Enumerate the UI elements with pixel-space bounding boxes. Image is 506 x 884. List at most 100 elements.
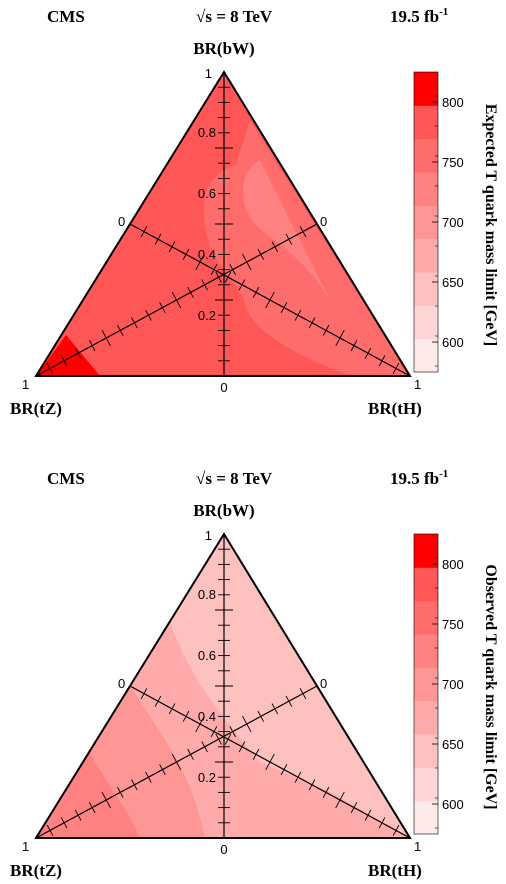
axis-tick [322, 786, 330, 798]
axis-tick [131, 317, 138, 329]
axis-tick [60, 817, 68, 829]
lumi-text: 19.5 fb [390, 469, 439, 488]
zero-bottom: 0 [220, 380, 227, 395]
axis-tick [335, 791, 345, 809]
colorbar-segment [414, 105, 438, 140]
cms-label: CMS [47, 7, 85, 26]
colorbar-tick-label: 650 [442, 275, 464, 290]
axis-tick [46, 362, 54, 374]
axis-tick [294, 771, 302, 783]
axis-tick [74, 347, 82, 359]
axis-tick [299, 688, 307, 700]
axis-tick [74, 809, 82, 821]
axis-tick [210, 726, 218, 738]
corner-number-top: 1 [205, 528, 212, 543]
z-axis-title: Expected T quark mass limit [GeV] [482, 104, 499, 347]
axis-tick [182, 710, 190, 722]
axis-tick [350, 802, 358, 814]
axis-tick [229, 264, 236, 276]
colorbar-segment [414, 172, 438, 206]
axis-tick [215, 733, 222, 745]
axis-tick [280, 302, 288, 314]
axis-tick [159, 302, 166, 314]
axis-tick-label: 0.4 [198, 709, 216, 724]
axis-tick [238, 279, 246, 291]
zero-left-edge: 0 [118, 676, 125, 691]
axis-tick [335, 329, 345, 347]
lumi-label: 19.5 fb-1 [390, 468, 448, 488]
axis-tick [140, 226, 148, 238]
axis-tick [60, 355, 68, 367]
corner-number-top: 1 [205, 66, 212, 81]
zero-right-edge: 0 [320, 214, 327, 229]
colorbar-tick-label: 700 [442, 677, 464, 692]
axis-tick [201, 279, 208, 291]
energy-text: s = 8 TeV [205, 469, 273, 488]
axis-tick [168, 241, 176, 253]
axis-tick-label: 0.6 [198, 186, 216, 201]
axis-tick [187, 286, 194, 298]
axis-tick-label: 0.2 [198, 770, 216, 785]
axis-tick [117, 786, 124, 798]
axis-tick [242, 253, 252, 271]
axis-tick [252, 748, 260, 760]
zero-left-edge: 0 [118, 214, 125, 229]
energy-label: √s = 8 TeV [196, 7, 273, 26]
axis-tick [252, 286, 260, 298]
axis-tick [171, 753, 182, 771]
colorbar-segment [414, 767, 438, 802]
axis-tick [308, 317, 316, 329]
region-tz-corner [36, 752, 140, 838]
lumi-exponent: -1 [439, 468, 448, 480]
axis-tick [88, 340, 96, 352]
axis-tick [308, 779, 316, 791]
lumi-text: 19.5 fb [390, 7, 439, 26]
label-left: BR(tZ) [10, 399, 62, 418]
axis-tick [322, 324, 330, 336]
axis-tick [285, 233, 293, 245]
axis-tick [238, 741, 246, 753]
axis-tick-label: 0.2 [198, 308, 216, 323]
colorbar-segment [414, 567, 438, 602]
colorbar-segment [414, 600, 438, 635]
axis-tick-label: 0.4 [198, 247, 216, 262]
colorbar-segment [414, 534, 438, 568]
axis-tick [257, 710, 265, 722]
axis-tick [242, 715, 252, 733]
axis-tick [154, 695, 162, 707]
axis-tick [265, 753, 275, 771]
axis-tick [257, 248, 265, 260]
energy-label: √s = 8 TeV [196, 469, 273, 488]
axis-tick [140, 688, 148, 700]
axis-tick [187, 748, 194, 760]
colorbar-tick-label: 600 [442, 797, 464, 812]
axis-tick [159, 764, 166, 776]
colorbar-segment [414, 338, 438, 373]
lumi-label: 19.5 fb-1 [390, 6, 448, 26]
axis-tick [145, 771, 152, 783]
colorbar-tick-label: 750 [442, 617, 464, 632]
axis-tick [294, 309, 302, 321]
z-axis-title: Observed T quark mass limit [GeV] [482, 564, 499, 809]
axis-tick [224, 733, 232, 745]
sqrt-symbol: √ [196, 7, 206, 26]
colorbar-segment [414, 700, 438, 735]
zero-right-edge: 0 [320, 676, 327, 691]
colorbar-tick-label: 800 [442, 95, 464, 110]
axis-tick [154, 233, 162, 245]
axis-tick [229, 726, 236, 738]
axis-tick [117, 324, 124, 336]
sqrt-symbol: √ [196, 469, 206, 488]
axis-tick [285, 695, 293, 707]
axis-tick [195, 715, 205, 733]
label-right: BR(tH) [368, 861, 422, 880]
colorbar-tick-label: 800 [442, 557, 464, 572]
colorbar-segment [414, 734, 438, 768]
axis-tick [101, 329, 111, 347]
axis-tick [168, 703, 176, 715]
axis-tick [145, 309, 152, 321]
colorbar-segment [414, 305, 438, 340]
axis-tick [224, 271, 232, 283]
colorbar-tick-label: 650 [442, 737, 464, 752]
axis-tick [364, 809, 372, 821]
